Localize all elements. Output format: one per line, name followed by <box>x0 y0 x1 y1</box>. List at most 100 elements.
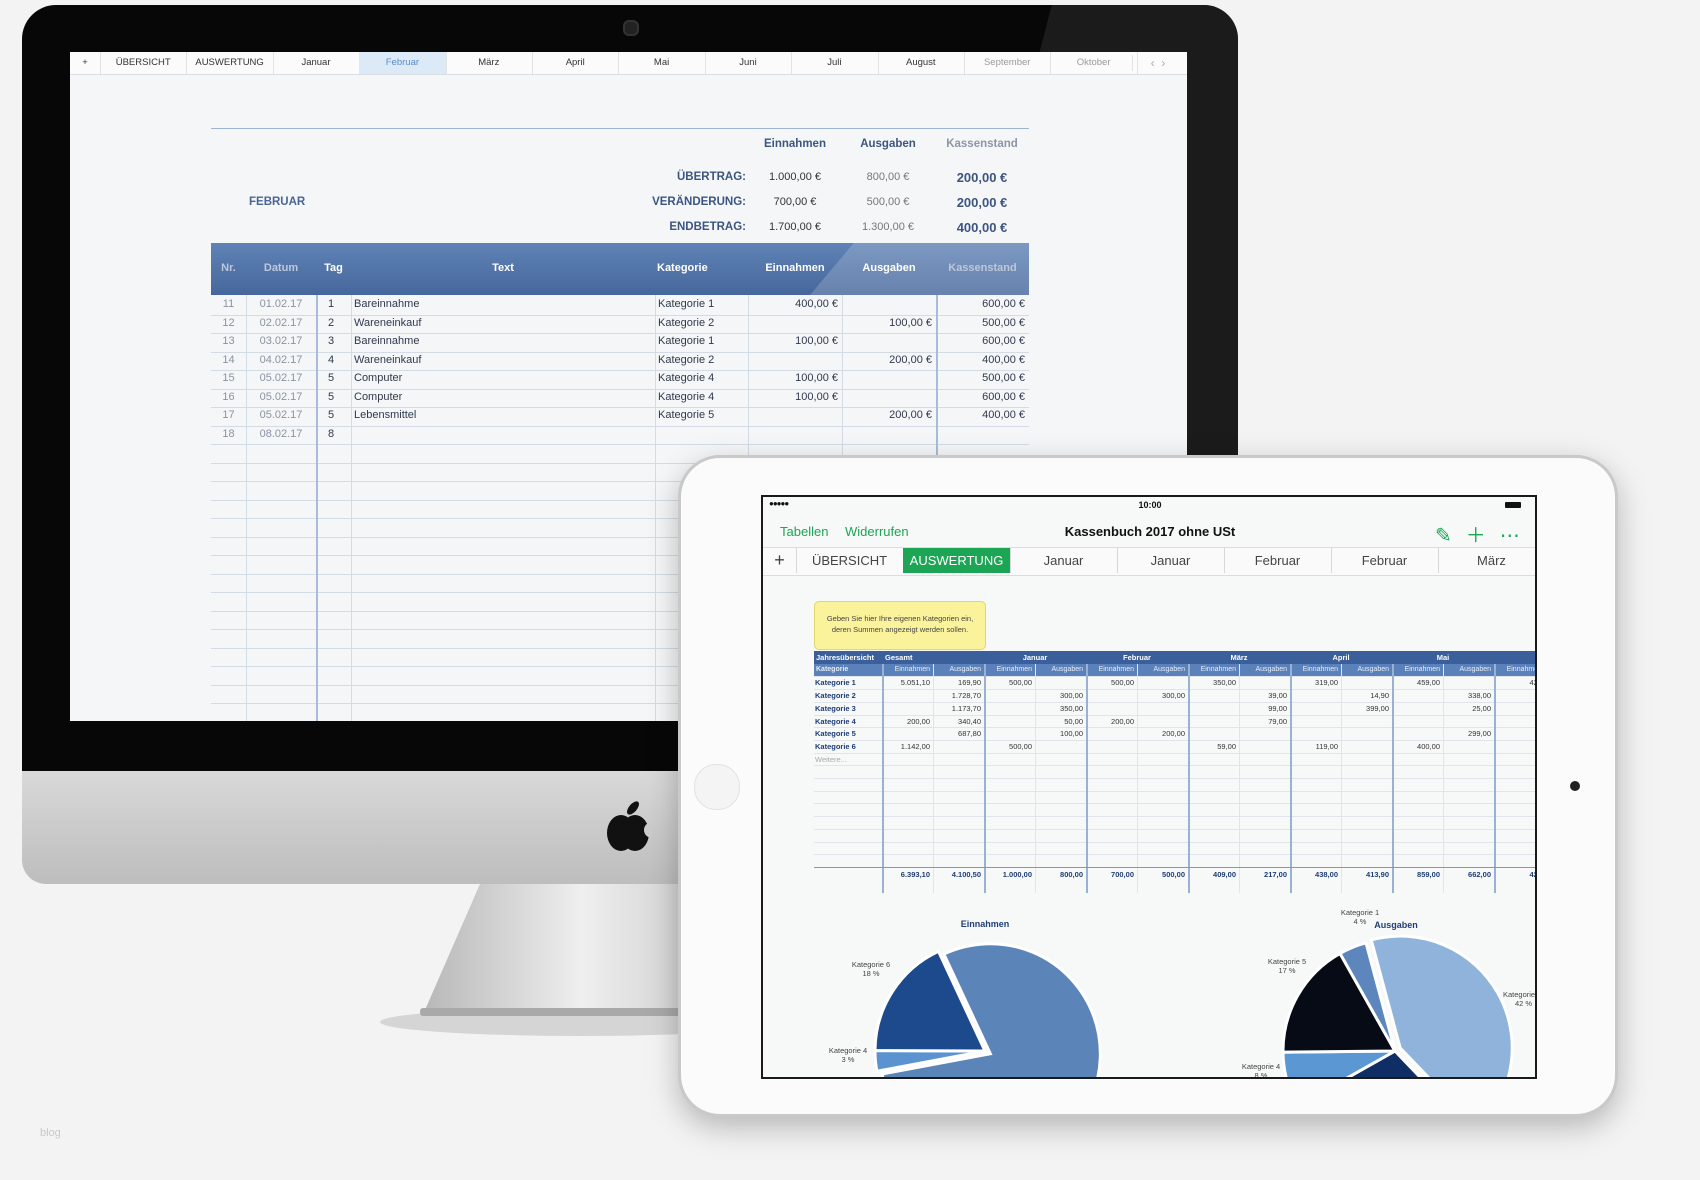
sub-header: Ausgaben <box>1357 665 1389 673</box>
header-glare <box>810 243 1029 295</box>
sheet-tab[interactable]: AUSWERTUNG <box>903 548 1011 573</box>
overview-cell: 400,00 <box>1417 741 1440 751</box>
row-line <box>814 841 1535 843</box>
imac-foot <box>420 1008 742 1016</box>
column-header: Einnahmen <box>765 262 825 274</box>
sub-header: Einnahmen <box>1404 665 1440 673</box>
overview-cell: 687,80 <box>958 729 981 739</box>
category-label: Kategorie 6 <box>815 741 856 751</box>
apple-logo <box>607 801 652 851</box>
column-header: Kategorie <box>657 262 708 274</box>
overview-cell: 340,40 <box>958 716 981 726</box>
group-header: Jahresübersicht <box>816 653 874 662</box>
column-line <box>351 295 352 721</box>
row-line <box>211 388 1029 390</box>
sheet-tab[interactable]: April <box>532 52 620 74</box>
row-line <box>211 610 1029 612</box>
sheet-tab[interactable]: Februar <box>359 52 447 74</box>
table-cell: 13 <box>222 335 235 347</box>
toolbar-actions[interactable]: ✎＋⋯ <box>1435 525 1534 547</box>
sheet-tab[interactable]: Januar <box>1010 548 1118 573</box>
row-line <box>211 462 1029 464</box>
sheet-tab[interactable]: Januar <box>1117 548 1225 573</box>
category-label: Kategorie 5 <box>815 729 856 739</box>
summary-rule <box>211 128 1029 129</box>
battery <box>1505 502 1521 508</box>
category-label: Kategorie 1 <box>815 678 856 688</box>
table-cell: 500,00 € <box>982 372 1025 384</box>
table-cell: 08.02.17 <box>259 427 303 440</box>
overview-cell: 99,00 <box>1268 703 1287 713</box>
sheet-tab[interactable]: AUSWERTUNG <box>186 52 274 74</box>
table-cell: 05.02.17 <box>259 372 303 384</box>
total-cell: 217,00 <box>1264 869 1287 879</box>
table-cell: 12 <box>222 316 235 329</box>
sheet-tab[interactable]: Juli <box>791 52 879 74</box>
sub-header: Ausgaben <box>1051 665 1083 673</box>
row-line <box>211 536 1029 538</box>
sub-header: Ausgaben <box>1459 665 1491 673</box>
sheet-tab[interactable]: Juni <box>705 52 793 74</box>
row-line <box>211 314 1029 316</box>
sheet-tab[interactable]: Januar <box>273 52 361 74</box>
sheet-tab[interactable]: März <box>446 52 533 74</box>
total-cell: 700,00 <box>1111 869 1134 879</box>
row-line <box>211 499 1029 501</box>
column-header: Datum <box>263 262 299 274</box>
total-cell: 1.000,00 <box>1002 869 1032 879</box>
tab-scroll-arrows[interactable]: ‹ › <box>1132 55 1183 71</box>
total-cell: 4.100,50 <box>951 869 981 879</box>
table-cell: Lebensmittel <box>354 409 417 421</box>
overview-cell: 420 <box>1529 678 1535 688</box>
overview-cell: 1.142,00 <box>900 741 930 751</box>
summary-column-header: Kassenstand <box>946 138 1018 150</box>
overview-subheader <box>814 663 1535 677</box>
sheet-tab[interactable]: September <box>964 52 1052 74</box>
sheet-tab[interactable]: Oktober <box>1050 52 1138 74</box>
overview-cell: 100,00 <box>1060 729 1083 739</box>
sheet-tab[interactable]: Mai <box>618 52 706 74</box>
table-cell: 15 <box>222 372 235 384</box>
table-cell: Kategorie 2 <box>658 353 715 366</box>
toolbar-button[interactable]: Widerrufen <box>845 524 909 539</box>
toolbar-button[interactable]: Tabellen <box>780 524 829 539</box>
sub-header: Einnahmen <box>894 665 930 673</box>
table-cell: Kategorie 4 <box>658 372 715 384</box>
row-line <box>814 828 1535 830</box>
overview-cell: 25,00 <box>1472 703 1491 713</box>
total-cell: 409,00 <box>1213 869 1236 879</box>
column-line <box>1443 663 1444 893</box>
row-line <box>814 854 1535 856</box>
table-cell: Computer <box>354 390 403 403</box>
sheet-tab[interactable]: März <box>1438 548 1535 573</box>
sheet-tab[interactable]: Februar <box>1224 548 1332 573</box>
column-line <box>1494 663 1496 893</box>
document-title: Kassenbuch 2017 ohne USt <box>1064 524 1236 539</box>
sheet-tab[interactable]: Februar <box>1331 548 1439 573</box>
overview-cell: 200,00 <box>907 716 930 726</box>
column-line <box>882 663 884 893</box>
tab-bar <box>763 547 1535 576</box>
sheet-tab[interactable]: ÜBERSICHT <box>100 52 188 74</box>
total-cell: 800,00 <box>1060 869 1083 879</box>
group-header: März <box>1230 653 1248 662</box>
table-cell: 600,00 € <box>982 298 1025 310</box>
sheet-tab[interactable]: August <box>878 52 965 74</box>
sheet-tab[interactable]: + <box>763 548 797 573</box>
table-cell: 05.02.17 <box>259 390 303 403</box>
overview-cell: 319,00 <box>1315 678 1338 688</box>
row-line <box>814 803 1535 805</box>
tooltip: Geben Sie hier Ihre eigenen Kategorien e… <box>814 601 986 650</box>
table-cell: 200,00 € <box>889 353 932 366</box>
home-button[interactable] <box>694 764 740 810</box>
total-cell: 662,00 <box>1468 869 1491 879</box>
sheet-tab[interactable]: + <box>70 52 101 74</box>
table-cell: 100,00 € <box>795 372 838 384</box>
column-line <box>316 295 318 721</box>
category-label: Kategorie 3 <box>815 703 856 713</box>
watermark: blog <box>40 1127 61 1139</box>
status-time: 10:00 <box>1138 500 1162 510</box>
summary-column-header: Ausgaben <box>860 138 916 150</box>
summary-title: FEBRUAR <box>249 196 306 208</box>
